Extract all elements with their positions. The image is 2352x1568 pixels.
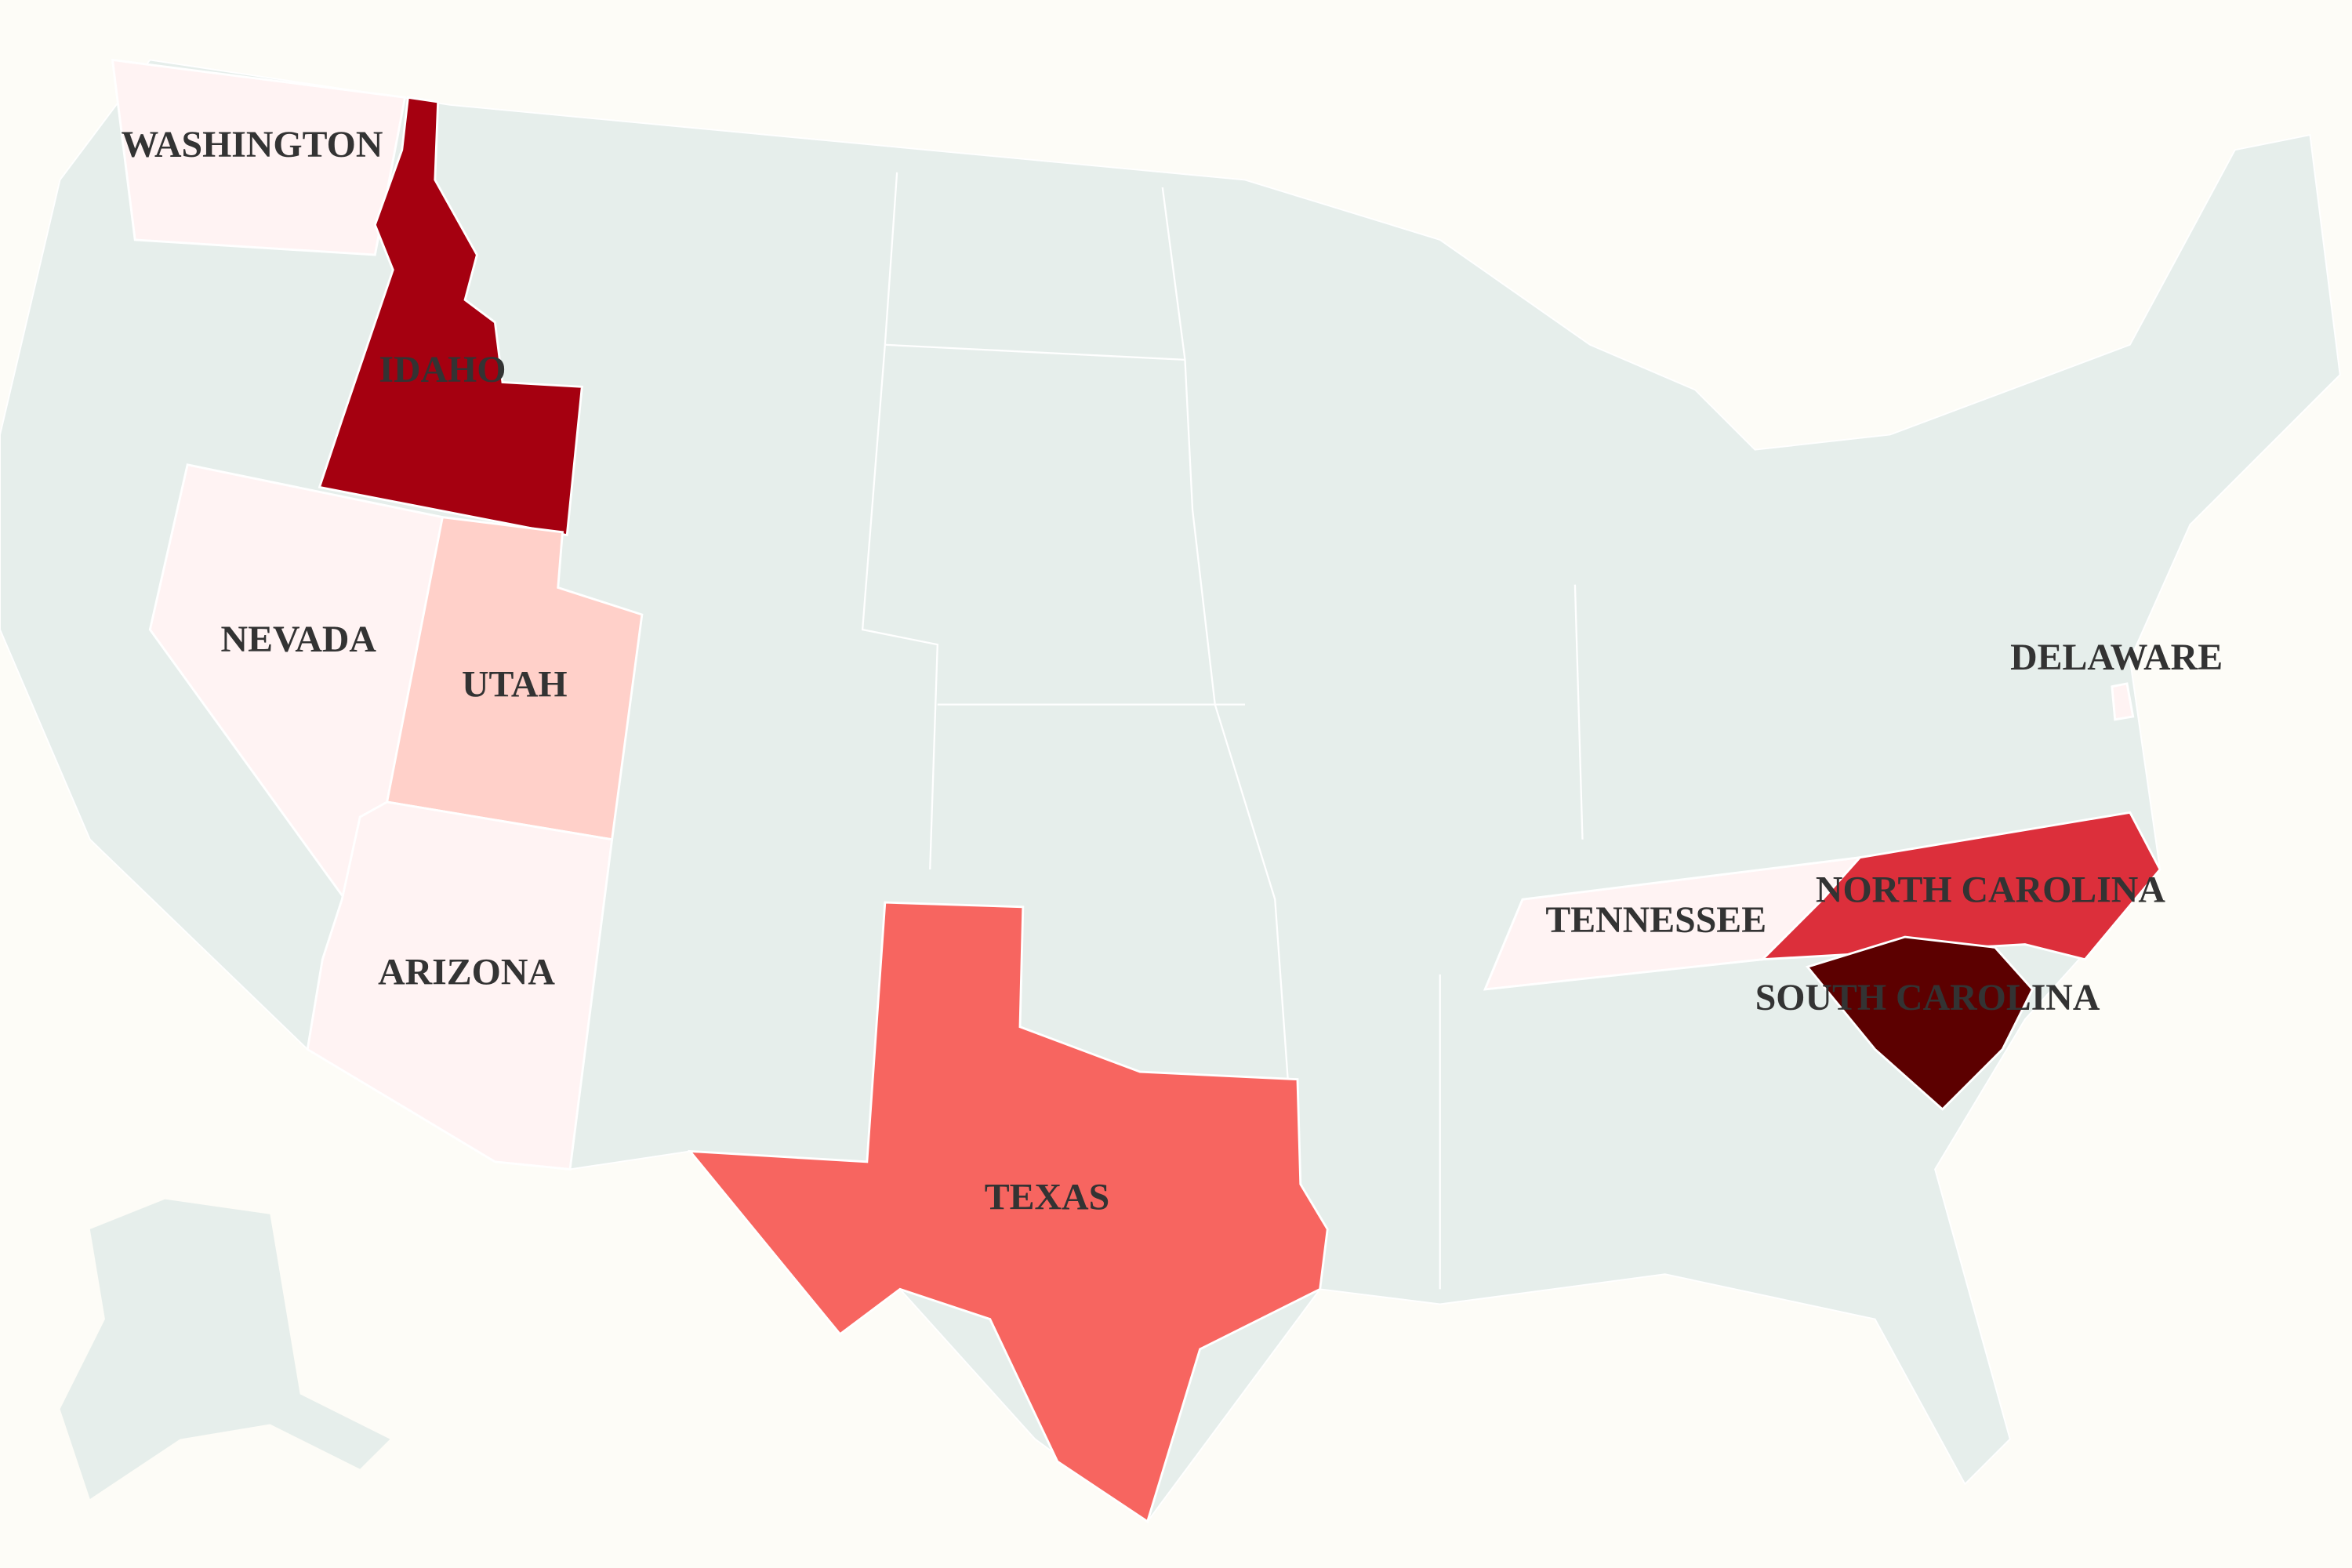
state-shape <box>1806 935 2034 1111</box>
state-label: ARIZONA <box>378 952 555 993</box>
state-shape <box>111 58 407 256</box>
border <box>861 172 938 870</box>
state-shape <box>1759 811 2161 961</box>
state-label: SOUTH CAROLINA <box>1755 977 2100 1018</box>
state-label: WASHINGTON <box>121 124 383 165</box>
state-borders <box>861 172 1584 1290</box>
state-label: TEXAS <box>985 1177 1109 1218</box>
state-shape <box>306 800 614 1171</box>
state-label: DELAWARE <box>2010 637 2223 678</box>
state-shape <box>318 96 583 537</box>
state-label: TENNESSEE <box>1545 899 1766 941</box>
alaska <box>60 1199 390 1500</box>
state-shape <box>687 901 1329 1523</box>
state-label: NORTH CAROLINA <box>1816 869 2165 911</box>
border <box>1161 187 1291 1109</box>
border <box>884 343 1185 361</box>
border <box>1573 584 1584 840</box>
land <box>0 59 2341 1523</box>
state-label: UTAH <box>462 664 568 706</box>
state-label: NEVADA <box>221 619 377 660</box>
state-shape <box>2111 682 2135 721</box>
state-label: IDAHO <box>379 349 506 390</box>
